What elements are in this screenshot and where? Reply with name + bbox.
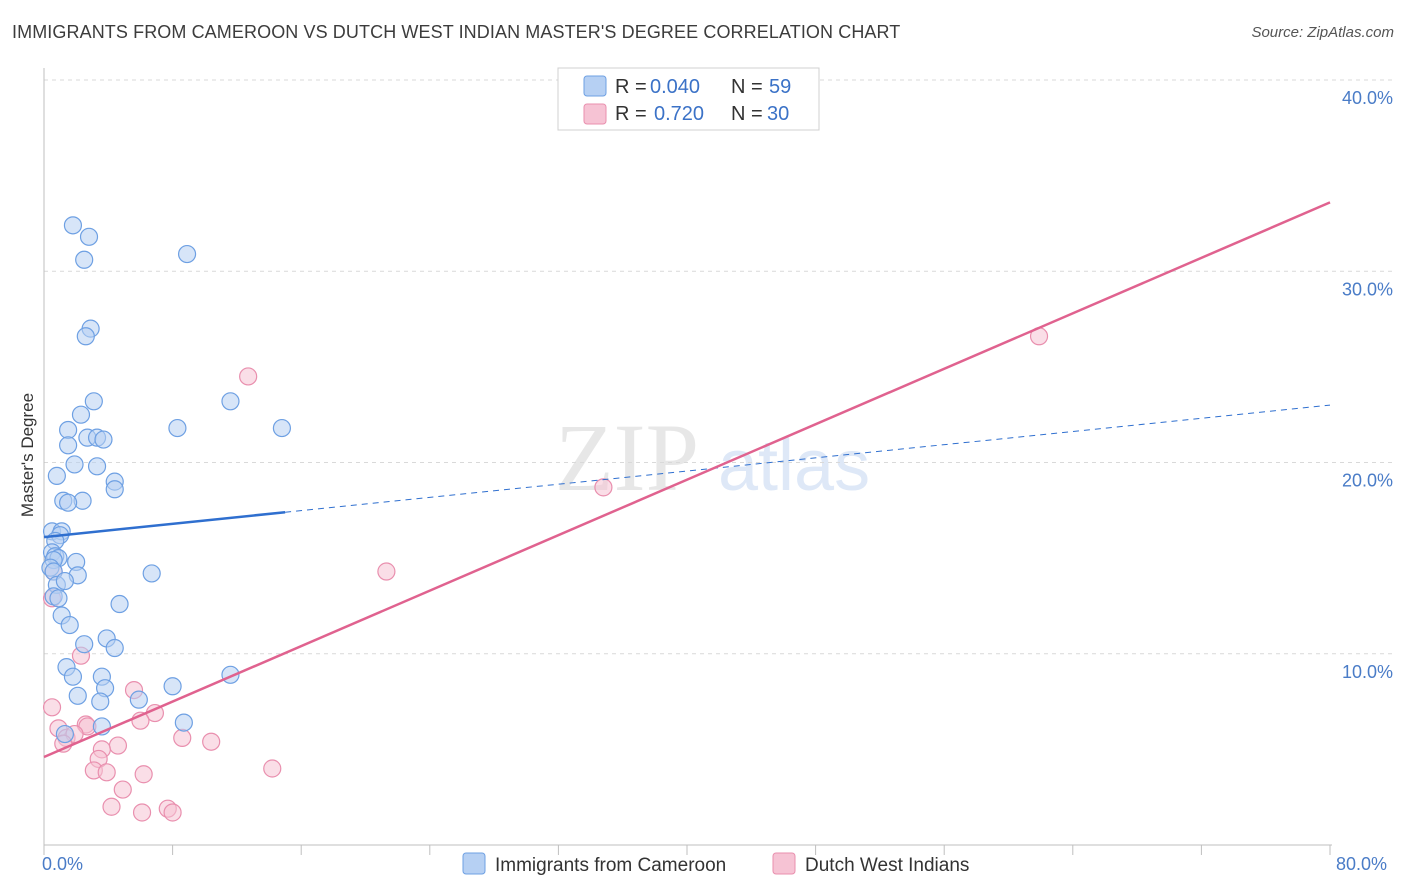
- data-point-cameroon-38: [55, 571, 74, 591]
- chart-title: IMMIGRANTS FROM CAMEROON VS DUTCH WEST I…: [12, 22, 901, 42]
- data-point-dutch-2: [594, 478, 613, 497]
- legend-n-value-dutch: 30: [767, 103, 789, 125]
- legend-r-label-cameroon: R =: [615, 76, 647, 98]
- data-point-dutch-0: [239, 367, 258, 386]
- data-point-dutch-25: [263, 759, 282, 778]
- data-point-cameroon-53: [68, 686, 87, 705]
- bottom-legend-label-dutch: Dutch West Indians: [805, 855, 969, 876]
- data-point-dutch-30: [163, 803, 182, 822]
- legend-n-value-cameroon: 59: [769, 76, 791, 98]
- data-point-cameroon-9: [168, 418, 187, 438]
- data-point-cameroon-52: [163, 677, 182, 696]
- trend-line-dutch: [43, 201, 1331, 759]
- data-point-dutch-29: [132, 803, 152, 822]
- data-point-cameroon-10: [272, 418, 292, 438]
- data-point-cameroon-15: [59, 436, 78, 455]
- data-point-cameroon-0: [63, 216, 83, 235]
- data-point-cameroon-11: [59, 420, 78, 440]
- series-dutch-west-indians: [42, 327, 1049, 822]
- y-tick-label-0: 10.0%: [1342, 662, 1393, 682]
- data-point-cameroon-18: [47, 466, 66, 485]
- bottom-legend-swatch-dutch: [772, 852, 796, 875]
- data-point-dutch-26: [113, 780, 132, 799]
- y-tick-labels: 10.0% 20.0% 30.0% 40.0%: [1342, 88, 1393, 682]
- x-tick-label-min: 0.0%: [42, 854, 83, 874]
- data-point-dutch-27: [102, 797, 121, 816]
- data-point-cameroon-3: [177, 244, 197, 264]
- data-point-dutch-19: [108, 736, 128, 755]
- data-point-cameroon-43: [60, 615, 79, 635]
- data-point-cameroon-36: [142, 564, 161, 583]
- series-immigrants-from-cameroon: [41, 216, 292, 744]
- data-point-cameroon-58: [55, 724, 74, 744]
- data-point-cameroon-45: [75, 635, 94, 654]
- y-axis-label: Master's Degree: [18, 393, 37, 517]
- data-point-cameroon-2: [75, 250, 94, 269]
- data-point-cameroon-48: [63, 667, 83, 686]
- data-point-cameroon-41: [110, 594, 129, 614]
- axes: [43, 68, 1332, 855]
- legend-r-value-dutch: 0.720: [654, 103, 704, 125]
- legend-n-label-dutch: N =: [731, 103, 763, 125]
- legend-r-label-dutch: R =: [615, 103, 647, 125]
- data-point-cameroon-54: [129, 690, 148, 709]
- x-tick-label-max: 80.0%: [1336, 854, 1387, 874]
- data-point-cameroon-57: [174, 713, 193, 732]
- legend-swatch-dutch: [583, 103, 607, 125]
- data-point-dutch-3: [377, 562, 396, 581]
- legend-r-value-cameroon: 0.040: [650, 76, 700, 98]
- data-point-cameroon-55: [91, 692, 110, 711]
- data-point-cameroon-6: [221, 392, 240, 411]
- y-tick-label-2: 30.0%: [1342, 279, 1393, 299]
- data-point-cameroon-46: [105, 638, 124, 658]
- y-tick-label-1: 20.0%: [1342, 471, 1393, 491]
- legend-box: R = 0.040 N = 59 R = 0.720 N = 30: [557, 67, 820, 131]
- legend-n-label-cameroon: N =: [731, 76, 763, 98]
- data-point-cameroon-1: [79, 227, 99, 246]
- data-point-cameroon-14: [94, 430, 113, 449]
- bottom-legend-swatch-cameroon: [462, 852, 486, 875]
- data-point-cameroon-40: [49, 589, 68, 608]
- trend-lines: [43, 201, 1331, 759]
- data-point-dutch-17: [202, 732, 221, 751]
- data-point-cameroon-8: [71, 405, 91, 424]
- data-point-cameroon-23: [59, 493, 78, 512]
- bottom-legend-label-cameroon: Immigrants from Cameroon: [495, 855, 726, 876]
- data-point-dutch-24: [134, 765, 153, 784]
- grid-lines: [44, 79, 1392, 655]
- data-point-cameroon-17: [87, 457, 107, 476]
- watermark-atlas: atlas: [718, 426, 870, 506]
- data-point-dutch-16: [173, 728, 192, 748]
- source-credit: Source: ZipAtlas.com: [1251, 24, 1394, 41]
- trend-line-cameroon: [43, 510, 286, 539]
- bottom-legend: Immigrants from Cameroon Dutch West Indi…: [462, 852, 969, 876]
- legend-swatch-cameroon: [583, 75, 607, 97]
- data-point-dutch-8: [42, 698, 62, 717]
- watermark-zip: ZIP: [555, 404, 699, 511]
- data-point-dutch-23: [97, 763, 116, 782]
- data-point-cameroon-20: [105, 480, 124, 499]
- x-tick-labels: 0.0% 80.0%: [42, 854, 1387, 874]
- data-point-cameroon-5: [76, 327, 95, 346]
- data-point-cameroon-16: [65, 455, 84, 474]
- data-point-cameroon-7: [84, 392, 103, 411]
- y-tick-label-3: 40.0%: [1342, 88, 1393, 108]
